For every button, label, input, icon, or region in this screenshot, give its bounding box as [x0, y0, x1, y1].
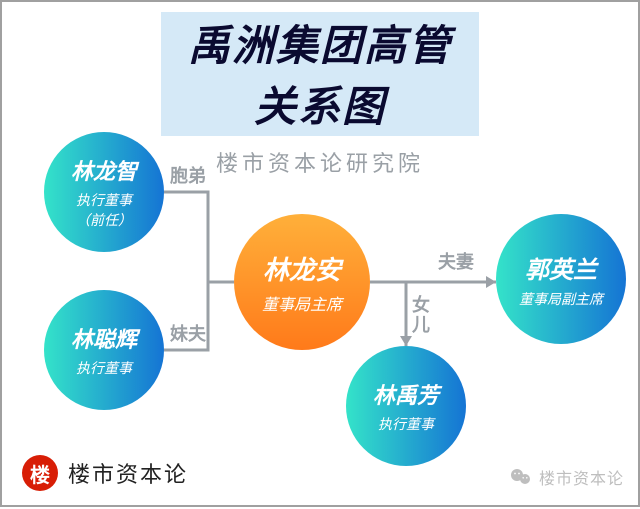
node-name: 郭英兰	[525, 250, 597, 285]
edge	[164, 192, 234, 282]
node-name: 林禹芳	[373, 378, 439, 410]
watermark-text: 楼市资本论	[539, 465, 624, 489]
stamp-char: 楼	[30, 459, 50, 488]
node-role: 董事局副主席	[519, 289, 603, 309]
node-top_left: 林龙智执行董事 （前任）	[44, 132, 164, 252]
edge-label: 女儿	[412, 296, 430, 336]
title-highlight: 禹洲集团高管关系图	[161, 12, 479, 136]
edge-label: 妹夫	[170, 320, 206, 346]
node-center: 林龙安董事局主席	[234, 214, 370, 350]
wechat-icon	[509, 465, 533, 489]
node-right: 郭英兰董事局副主席	[496, 214, 626, 344]
title: 禹洲集团高管关系图	[188, 22, 452, 130]
node-role: 执行董事	[76, 358, 132, 378]
node-role: 执行董事 （前任）	[76, 190, 132, 230]
edge-arrow	[400, 336, 412, 346]
edge-label: 胞弟	[170, 162, 206, 188]
footer-right: 楼市资本论	[509, 465, 624, 489]
brand-text: 楼市资本论	[68, 457, 188, 489]
edge-arrow	[486, 276, 496, 288]
node-name: 林龙智	[71, 154, 137, 186]
diagram-canvas: 禹洲集团高管关系图 楼市资本论研究院 楼 楼市资本论 楼市资本论 林龙安董事局主…	[0, 0, 640, 507]
node-name: 林聪辉	[71, 322, 137, 354]
title-block: 禹洲集团高管关系图 楼市资本论研究院	[161, 12, 479, 178]
node-role: 董事局主席	[262, 291, 342, 315]
stamp-icon: 楼	[22, 455, 58, 491]
edge-label: 夫妻	[438, 248, 474, 274]
subtitle: 楼市资本论研究院	[161, 146, 479, 178]
node-name: 林龙安	[263, 250, 341, 287]
node-bottom_left: 林聪辉执行董事	[44, 290, 164, 410]
node-bottom: 林禹芳执行董事	[346, 346, 466, 466]
node-role: 执行董事	[378, 414, 434, 434]
footer-left: 楼 楼市资本论	[22, 455, 188, 491]
